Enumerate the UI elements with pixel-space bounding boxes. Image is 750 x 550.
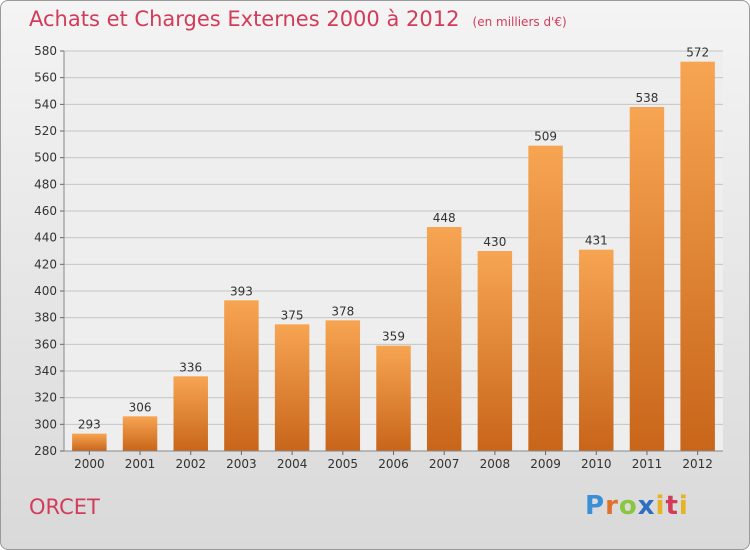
y-tick-label: 580 <box>34 44 57 58</box>
value-label-2009: 509 <box>534 130 557 144</box>
value-label-2011: 538 <box>636 91 659 105</box>
y-tick-label: 500 <box>34 151 57 165</box>
bar-2004 <box>274 324 310 451</box>
value-label-2001: 306 <box>129 400 152 414</box>
y-tick-label: 360 <box>34 337 57 351</box>
value-label-2000: 293 <box>78 418 101 432</box>
commune-name: ORCET <box>29 495 100 519</box>
value-label-2005: 378 <box>331 304 354 318</box>
bar-2000 <box>72 433 107 451</box>
value-label-2007: 448 <box>433 211 456 225</box>
x-tick-label-2011: 2011 <box>632 457 663 471</box>
y-tick-label: 440 <box>34 231 57 245</box>
value-label-2012: 572 <box>686 46 709 60</box>
bar-2010 <box>579 249 614 451</box>
y-tick-label: 480 <box>34 177 57 191</box>
bar-2011 <box>629 107 665 451</box>
x-tick-label-2009: 2009 <box>530 457 561 471</box>
x-tick-label-2010: 2010 <box>581 457 612 471</box>
y-tick-label: 300 <box>34 417 57 431</box>
value-label-2006: 359 <box>382 330 405 344</box>
bar-2002 <box>173 376 208 451</box>
bar-2012 <box>680 61 715 452</box>
value-label-2004: 375 <box>281 308 304 322</box>
chart-unit: (en milliers d'€) <box>472 15 567 29</box>
bar-2007 <box>426 227 462 451</box>
bar-2009 <box>528 145 563 451</box>
y-tick-label: 520 <box>34 124 57 138</box>
x-tick-label-2008: 2008 <box>480 457 511 471</box>
bar-2003 <box>224 300 259 451</box>
value-label-2003: 393 <box>230 284 253 298</box>
x-tick-label-2012: 2012 <box>682 457 713 471</box>
x-tick-label-2005: 2005 <box>328 457 359 471</box>
bar-2005 <box>325 320 361 451</box>
x-tick-label-2000: 2000 <box>74 457 105 471</box>
title-row: Achats et Charges Externes 2000 à 2012 (… <box>29 7 567 31</box>
y-tick-label: 560 <box>34 71 57 85</box>
x-tick-label-2001: 2001 <box>125 457 156 471</box>
x-tick-label-2006: 2006 <box>378 457 409 471</box>
y-tick-label: 280 <box>34 444 57 458</box>
x-tick-label-2007: 2007 <box>429 457 460 471</box>
y-tick-label: 400 <box>34 284 57 298</box>
x-tick-label-2003: 2003 <box>226 457 257 471</box>
y-tick-label: 420 <box>34 257 57 271</box>
proxiti-logo: Proxiti <box>585 491 689 521</box>
bar-2008 <box>477 251 513 451</box>
value-label-2008: 430 <box>483 235 506 249</box>
y-tick-label: 540 <box>34 97 57 111</box>
chart-title: Achats et Charges Externes 2000 à 2012 <box>29 7 460 31</box>
y-tick-label: 340 <box>34 364 57 378</box>
value-label-2010: 431 <box>585 234 608 248</box>
bar-2001 <box>122 416 158 451</box>
y-tick-label: 320 <box>34 391 57 405</box>
y-tick-label: 460 <box>34 204 57 218</box>
y-tick-label: 380 <box>34 311 57 325</box>
x-tick-label-2004: 2004 <box>277 457 308 471</box>
bar-2006 <box>376 345 411 451</box>
x-tick-label-2002: 2002 <box>175 457 206 471</box>
value-label-2002: 336 <box>179 360 202 374</box>
